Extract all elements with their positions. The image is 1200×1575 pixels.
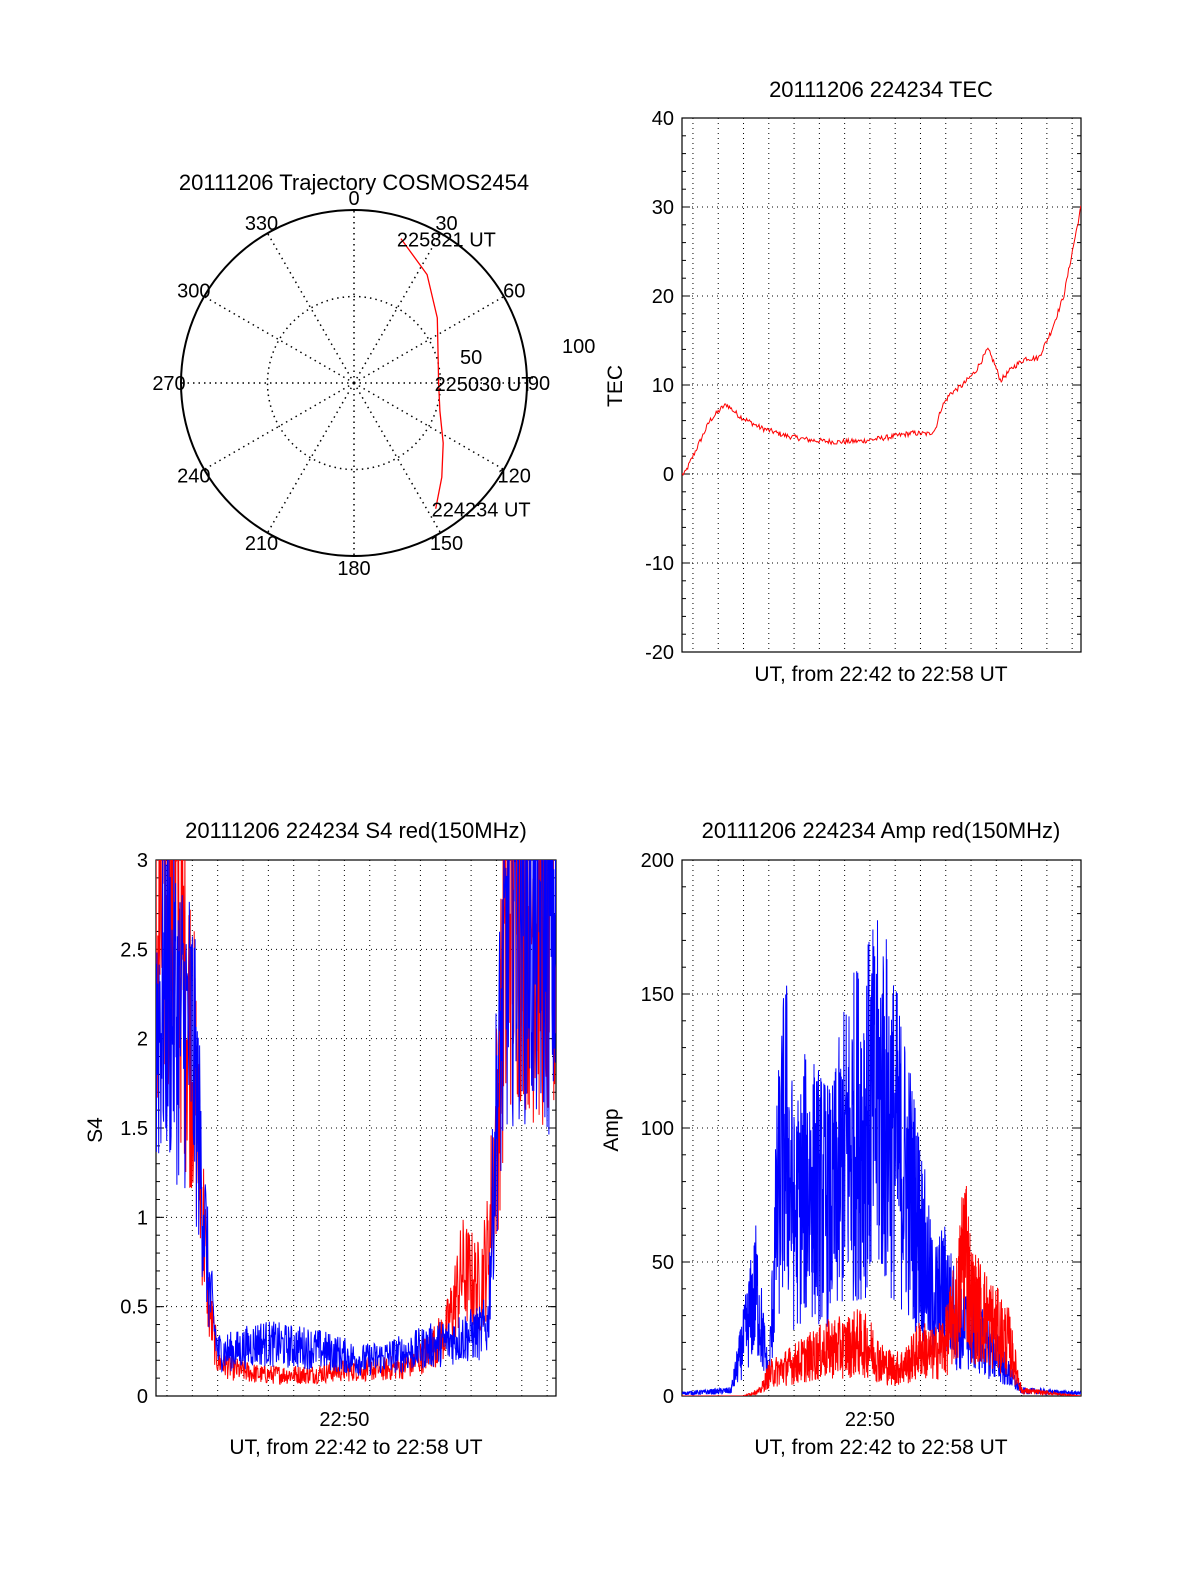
trajectory-time-label: 225030 UT: [435, 374, 534, 396]
x-tick-label: 22:50: [319, 1409, 369, 1431]
polar-grid: [180, 209, 528, 557]
amp-x-axis-label: UT, from 22:42 to 22:58 UT: [754, 1436, 1007, 1459]
trajectory-panel: 20111206 Trajectory COSMOS2454 0 30 60 90 12…: [152, 170, 595, 580]
polar-spoke-330: [266, 232, 355, 384]
y-tick-label: 0: [137, 1386, 148, 1408]
tec-axes: -20 -10 0 10 20 30 40: [645, 108, 1082, 664]
series-line-0: [682, 920, 1081, 1396]
series-group: [682, 205, 1081, 477]
trajectory-time-label: 225821 UT: [397, 230, 496, 252]
s4-y-axis-label: S4: [84, 1117, 107, 1143]
tec-y-axis-label: TEC: [604, 365, 627, 407]
series-group: [156, 860, 556, 1385]
s4-plot-area: [156, 860, 556, 1385]
tec-title: 20111206 224234 TEC: [769, 77, 993, 102]
y-tick-label: 150: [641, 984, 674, 1006]
y-tick-label: 30: [652, 197, 674, 219]
s4-x-axis-label: UT, from 22:42 to 22:58 UT: [229, 1436, 482, 1459]
series-line-1: [156, 860, 556, 1376]
polar-spoke-60: [353, 295, 505, 384]
tec-plot-area: [682, 205, 1081, 477]
polar-angle-tick-240: 240: [177, 466, 210, 488]
s4-title: 20111206 224234 S4 red(150MHz): [185, 818, 527, 843]
amp-axes: 0 50 100 150 200 22:50: [641, 850, 1082, 1431]
amp-title: 20111206 224234 Amp red(150MHz): [702, 818, 1061, 843]
y-tick-label: 20: [652, 286, 674, 308]
polar-ring-50: [266, 295, 442, 471]
trajectory-plot: 225821 UT 225030 UT 224234 UT: [397, 230, 534, 522]
y-tick-label: 1: [137, 1207, 148, 1229]
series-group: [682, 920, 1081, 1396]
polar-angle-tick-0: 0: [348, 188, 359, 210]
amp-plot-area: [682, 920, 1081, 1396]
y-tick-label: 2.5: [120, 939, 148, 961]
y-tick-label: -10: [645, 553, 674, 575]
polar-spoke-240: [203, 382, 355, 471]
plot-frame: [681, 117, 1082, 653]
tec-panel: 20111206 224234 TEC -20 -10 0 10 20 30 40 UT, …: [604, 77, 1082, 686]
polar-outer-circle: [180, 209, 528, 557]
trajectory-line: [400, 238, 444, 509]
trajectory-time-label: 224234 UT: [432, 500, 531, 522]
y-tick-label: 2: [137, 1029, 148, 1051]
polar-angle-tick-330: 330: [245, 213, 278, 235]
polar-spoke-30: [353, 232, 442, 384]
polar-angle-tick-labels: 0 30 60 90 120 150 180 210 240 270 300 330: [152, 188, 550, 580]
polar-radius-tick-50: 50: [460, 347, 482, 369]
polar-spoke-300: [203, 295, 355, 384]
amp-y-axis-label: Amp: [600, 1108, 623, 1151]
polar-angle-tick-30: 30: [435, 213, 457, 235]
polar-angle-tick-180: 180: [337, 558, 370, 580]
y-tick-label: 200: [641, 850, 674, 872]
y-tick-label: -20: [645, 642, 674, 664]
y-tick-label: 3: [137, 850, 148, 872]
x-tick-label: 22:50: [845, 1409, 895, 1431]
y-tick-label: 40: [652, 108, 674, 130]
series-line-1: [682, 1185, 1081, 1396]
y-tick-label: 10: [652, 375, 674, 397]
trajectory-title: 20111206 Trajectory COSMOS2454: [179, 170, 529, 195]
polar-radius-tick-100: 100: [562, 336, 595, 358]
polar-spoke-150: [353, 382, 442, 534]
y-tick-label: 0: [663, 464, 674, 486]
polar-angle-tick-150: 150: [430, 533, 463, 555]
y-tick-label: 0.5: [120, 1297, 148, 1319]
polar-angle-tick-270: 270: [152, 373, 185, 395]
polar-spoke-210: [266, 382, 355, 534]
plot-frame: [681, 859, 1082, 1397]
amp-panel: 20111206 224234 Amp red(150MHz) 0 50 100 15…: [600, 818, 1082, 1459]
y-tick-label: 100: [641, 1118, 674, 1140]
s4-axes: 0 0.5 1 1.5 2 2.5 3 22:50: [120, 850, 557, 1431]
polar-angle-tick-90: 90: [528, 373, 550, 395]
tec-x-axis-label: UT, from 22:42 to 22:58 UT: [754, 663, 1007, 686]
series-line-0: [682, 205, 1081, 477]
polar-angle-tick-60: 60: [503, 281, 525, 303]
y-tick-label: 1.5: [120, 1118, 148, 1140]
y-tick-label: 50: [652, 1252, 674, 1274]
polar-angle-tick-120: 120: [498, 466, 531, 488]
s4-panel: 20111206 224234 S4 red(150MHz) 0 0.5 1 1.5 2…: [84, 818, 557, 1459]
y-tick-label: 0: [663, 1386, 674, 1408]
polar-spoke-120: [353, 382, 505, 471]
polar-angle-tick-210: 210: [245, 533, 278, 555]
polar-angle-tick-300: 300: [177, 281, 210, 303]
